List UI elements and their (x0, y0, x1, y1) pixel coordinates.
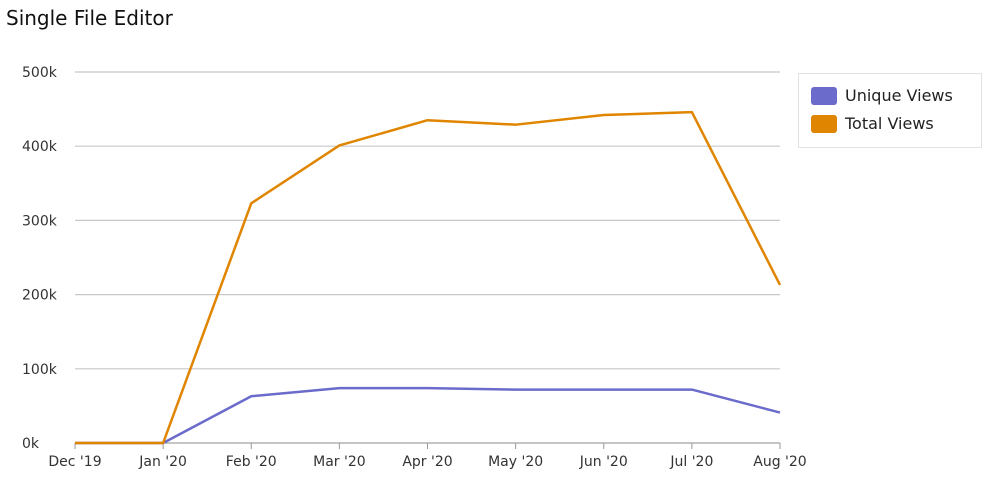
y-axis-ticks: 0k 100k 200k 300k 400k 500k (22, 65, 58, 452)
legend-label-unique-views: Unique Views (845, 86, 953, 105)
legend-swatch-total-views (811, 114, 837, 133)
y-tick-label: 300k (22, 213, 58, 229)
x-tick-label: May '20 (488, 454, 543, 470)
x-tick-label: Jul '20 (669, 454, 713, 470)
legend-label-total-views: Total Views (845, 114, 934, 133)
y-tick-label: 500k (22, 65, 58, 81)
legend-item-unique-views[interactable]: Unique Views (811, 86, 953, 105)
x-axis: Dec '19 Jan '20 Feb '20 Mar '20 Apr '20 May '… (48, 442, 807, 470)
x-tick-label: Dec '19 (48, 454, 101, 470)
y-tick-label: 200k (22, 288, 58, 304)
series-line-unique-views (75, 386, 781, 445)
legend: Unique Views Total Views (798, 73, 982, 148)
x-tick-label: Mar '20 (313, 454, 366, 470)
y-tick-label: 0k (22, 436, 40, 452)
x-tick-label: Aug '20 (753, 454, 806, 470)
chart-title: Single File Editor (6, 6, 173, 30)
series-lines (75, 110, 782, 445)
legend-swatch-unique-views (811, 86, 837, 105)
series-line-total-views (75, 110, 782, 445)
y-tick-label: 100k (22, 362, 58, 378)
x-tick-label: Jan '20 (138, 454, 187, 470)
x-tick-label: Jun '20 (579, 454, 628, 470)
legend-item-total-views[interactable]: Total Views (811, 114, 934, 133)
x-tick-label: Feb '20 (226, 454, 277, 470)
x-tick-label: Apr '20 (402, 454, 452, 470)
y-tick-label: 400k (22, 139, 58, 155)
